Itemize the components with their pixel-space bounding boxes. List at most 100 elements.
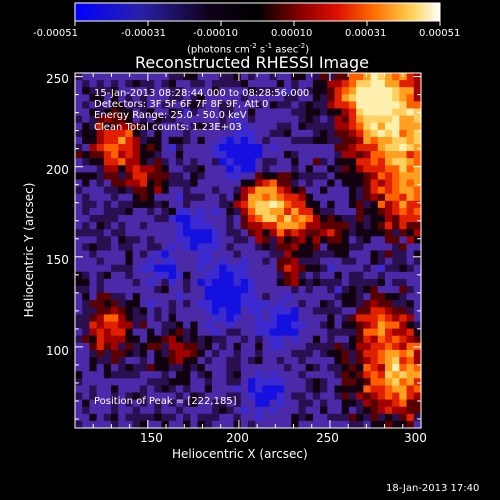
heatmap-cell (305, 151, 314, 159)
heatmap-cell (276, 87, 285, 95)
heatmap-cell (226, 300, 235, 308)
heatmap-cell (291, 385, 300, 394)
heatmap-cell (161, 172, 170, 181)
heatmap-cell (320, 364, 328, 372)
heatmap-cell (96, 186, 105, 195)
heatmap-cell (125, 293, 134, 301)
heatmap-cell (233, 87, 242, 95)
heatmap-cell (384, 193, 393, 202)
heatmap-cell (197, 264, 206, 273)
heatmap-cell (118, 300, 127, 308)
heatmap-cell (96, 413, 105, 422)
heatmap-cell (370, 80, 379, 88)
heatmap-cell (197, 413, 206, 422)
heatmap-cell (370, 314, 379, 323)
heatmap-cell (413, 406, 422, 415)
heatmap-cell (118, 307, 127, 315)
heatmap-cell (363, 342, 372, 351)
heatmap-cell (370, 179, 379, 188)
heatmap-cell (139, 158, 148, 166)
heatmap-cell (175, 349, 184, 358)
heatmap-cell (226, 73, 235, 81)
heatmap-cell (204, 406, 213, 415)
heatmap-cell (75, 328, 83, 337)
heatmap-cell (276, 293, 285, 301)
heatmap-cell (377, 108, 386, 117)
heatmap-cell (154, 94, 163, 102)
heatmap-cell (356, 399, 364, 408)
x-tick-label-150: 150 (140, 431, 163, 445)
heatmap-cell (341, 115, 350, 124)
heatmap-cell (125, 122, 134, 131)
heatmap-cell (154, 158, 163, 166)
heatmap-cell (82, 342, 91, 351)
heatmap-cell (139, 286, 148, 294)
heatmap-cell (406, 413, 415, 422)
heatmap-cell (406, 122, 415, 131)
heatmap-cell (139, 122, 148, 131)
colorbar (74, 2, 441, 26)
heatmap-cell (139, 364, 148, 372)
heatmap-cell (168, 385, 177, 394)
heatmap-cell (377, 321, 386, 330)
heatmap-cell (219, 186, 227, 195)
heatmap-cell (291, 321, 300, 330)
heatmap-cell (384, 349, 393, 358)
heatmap-cell (154, 314, 163, 323)
heatmap-cell (197, 165, 206, 173)
heatmap-cell (139, 406, 148, 415)
heatmap-cell (226, 207, 235, 216)
heatmap-cell (298, 300, 307, 308)
heatmap-cell (276, 215, 285, 223)
heatmap-cell (226, 413, 235, 422)
heatmap-cell (341, 129, 350, 138)
heatmap-cell (147, 378, 155, 386)
heatmap-cell (305, 385, 314, 394)
heatmap-cell (341, 399, 350, 408)
heatmap-cell (269, 94, 278, 102)
heatmap-cell (96, 257, 105, 266)
heatmap-cell (377, 136, 386, 145)
heatmap-cell (240, 385, 249, 394)
heatmap-cell (334, 108, 343, 117)
heatmap-cell (132, 115, 141, 124)
heatmap-cell (96, 371, 105, 379)
heatmap-cell (305, 371, 314, 379)
heatmap-cell (125, 108, 134, 117)
heatmap-cell (276, 250, 285, 259)
heatmap-cell (262, 179, 271, 188)
heatmap-cell (334, 300, 343, 308)
heatmap-cell (103, 144, 112, 152)
heatmap-cell (240, 364, 249, 372)
heatmap-cell (334, 413, 343, 422)
heatmap-cell (276, 158, 285, 166)
heatmap-cell (269, 186, 278, 195)
heatmap-cell (226, 420, 235, 429)
heatmap-cell (377, 286, 386, 294)
heatmap-cell (175, 293, 184, 301)
heatmap-cell (190, 101, 199, 110)
heatmap-cell (175, 94, 184, 102)
heatmap-cell (139, 229, 148, 237)
heatmap-cell (111, 264, 119, 273)
heatmap-cell (168, 293, 177, 301)
heatmap-cell (406, 321, 415, 330)
heatmap-cell (103, 385, 112, 394)
heatmap-cell (399, 392, 408, 401)
heatmap-cell (219, 257, 227, 266)
heatmap-cell (320, 186, 328, 195)
heatmap-cell (82, 108, 91, 117)
heatmap-cell (147, 179, 155, 188)
heatmap-cell (370, 129, 379, 138)
heatmap-cell (312, 364, 321, 372)
heatmap-cell (262, 207, 271, 216)
heatmap-cell (370, 87, 379, 95)
heatmap-cell (320, 378, 328, 386)
heatmap-cell (197, 357, 206, 365)
heatmap-cell (219, 179, 227, 188)
heatmap-cell (392, 250, 400, 259)
heatmap-cell (204, 392, 213, 401)
heatmap-cell (190, 108, 199, 117)
heatmap-cell (255, 172, 264, 181)
heatmap-cell (82, 243, 91, 252)
